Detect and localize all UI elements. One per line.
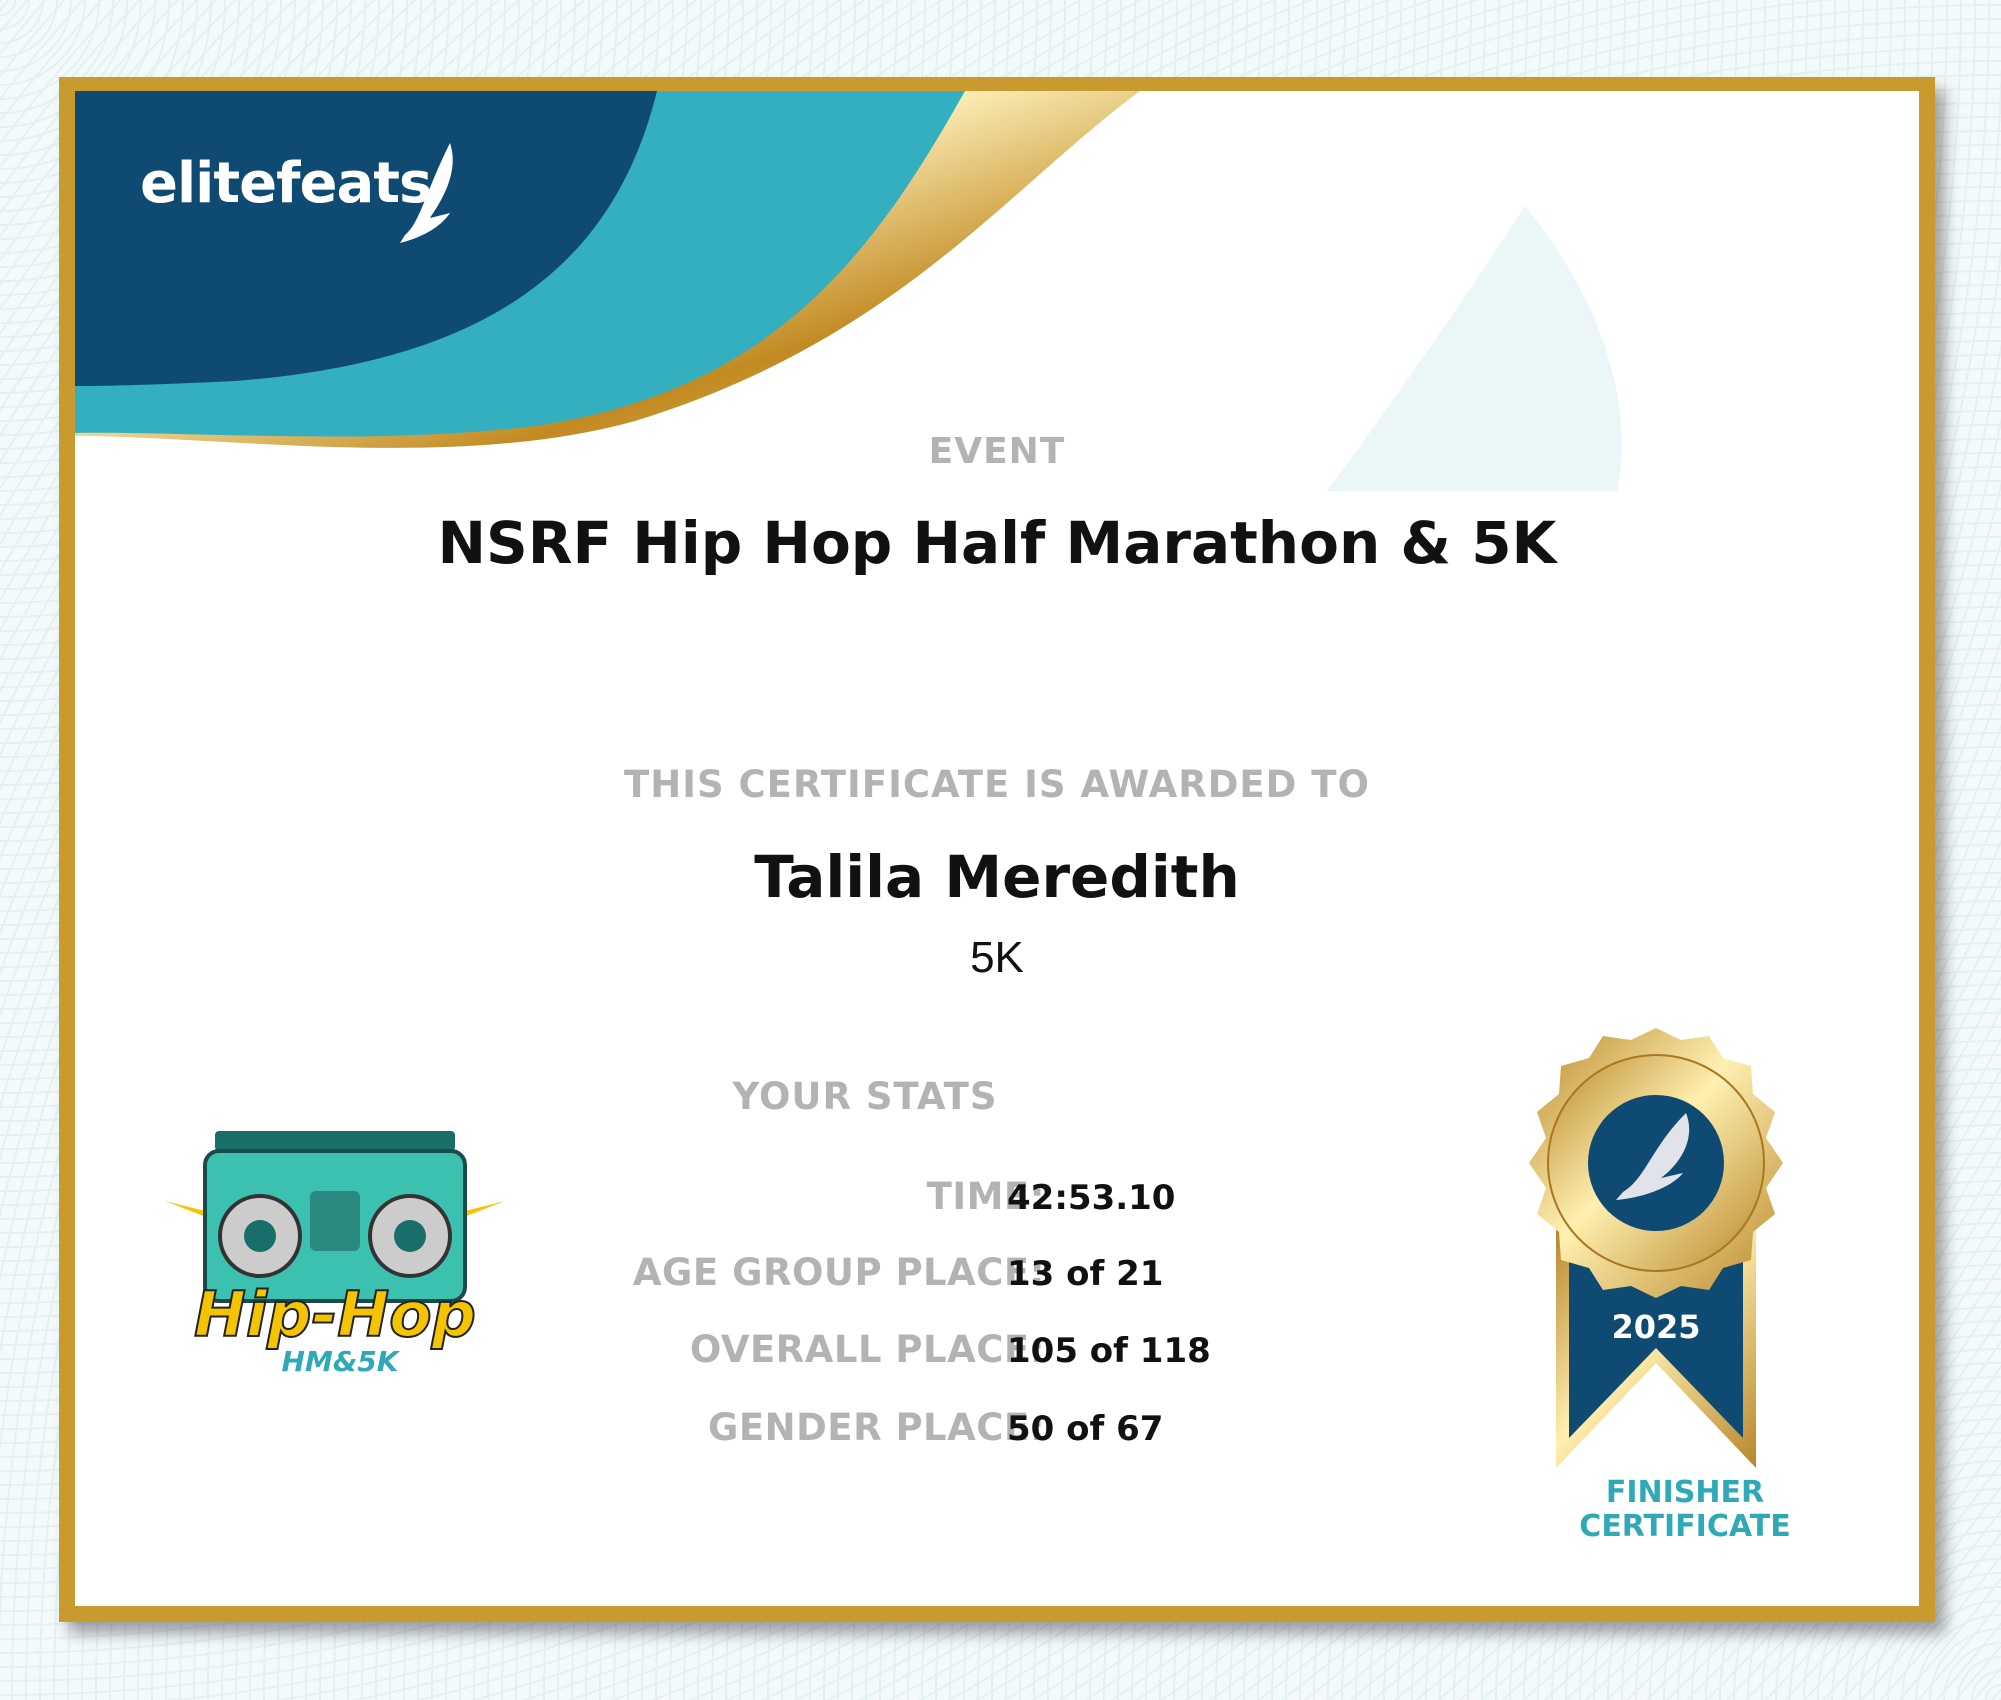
certificate-label: CERTIFICATE xyxy=(1579,1509,1791,1544)
stat-time: TIME: 42:53.10 xyxy=(75,1175,1919,1225)
finisher-label: FINISHER xyxy=(1605,1475,1765,1510)
certificate-sheet: elitefeats EVENT NSRF Hip Hop Half Marat… xyxy=(75,91,1919,1606)
elitefeats-logo: elitefeats xyxy=(140,151,432,216)
stat-overall-place: OVERALL PLACE: 105 of 118 xyxy=(75,1328,1919,1378)
awarded-label: THIS CERTIFICATE IS AWARDED TO xyxy=(624,763,1370,806)
event-label: EVENT xyxy=(928,431,1066,472)
medal-year: 2025 xyxy=(1611,1308,1700,1346)
stat-value: 50 of 67 xyxy=(1007,1409,1164,1449)
hip-hop-event-logo: Hip-Hop HM&5K xyxy=(165,1131,505,1378)
certificate-frame: elitefeats EVENT NSRF Hip Hop Half Marat… xyxy=(59,77,1935,1622)
event-logo-subtext: HM&5K xyxy=(282,1345,401,1378)
stat-age-group-place: AGE GROUP PLACE: 13 of 21 xyxy=(75,1251,1919,1301)
winged-foot-icon xyxy=(400,143,453,243)
race-distance: 5K xyxy=(970,933,1024,982)
event-logo-text: Hip-Hop xyxy=(194,1278,476,1351)
stat-gender-place: GENDER PLACE: 50 of 67 xyxy=(75,1406,1919,1456)
stat-key: GENDER PLACE: xyxy=(707,1406,1045,1449)
stat-value: 105 of 118 xyxy=(1007,1331,1211,1371)
stat-value: 13 of 21 xyxy=(1007,1254,1164,1294)
header-swoosh xyxy=(75,91,1622,491)
stat-value: 42:53.10 xyxy=(1007,1178,1176,1218)
event-name: NSRF Hip Hop Half Marathon & 5K xyxy=(437,509,1557,577)
recipient-name: Talila Meredith xyxy=(754,843,1240,911)
winged-foot-icon xyxy=(1616,1113,1690,1200)
finisher-medal: 2025 xyxy=(1529,1028,1783,1468)
stat-key: OVERALL PLACE: xyxy=(689,1328,1045,1371)
stat-key: AGE GROUP PLACE: xyxy=(632,1251,1045,1294)
stat-key: TIME: xyxy=(926,1175,1045,1218)
stats-label: YOUR STATS xyxy=(732,1075,998,1118)
